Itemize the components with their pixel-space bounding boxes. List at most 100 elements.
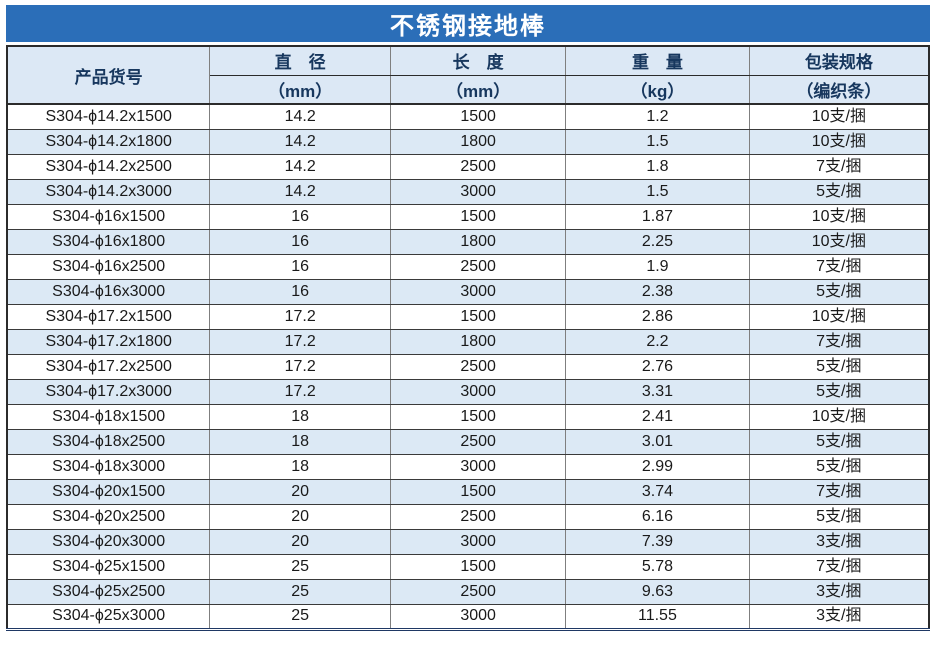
length-cell: 2500 <box>390 354 567 380</box>
length-cell: 3000 <box>390 454 567 480</box>
packing-cell: 5支/捆 <box>748 454 930 480</box>
length-cell: 2500 <box>390 429 567 455</box>
packing-cell: 10支/捆 <box>748 304 930 330</box>
length-cell: 3000 <box>390 279 567 305</box>
table-row: S304-ϕ14.2x3000 14.2 3000 1.5 5支/捆 <box>6 179 930 205</box>
table-row: S304-ϕ25x1500 25 1500 5.78 7支/捆 <box>6 554 930 580</box>
length-cell: 3000 <box>390 179 567 205</box>
diameter-cell: 17.2 <box>209 379 392 405</box>
product-code-cell: S304-ϕ16x3000 <box>6 279 211 305</box>
diameter-cell: 14.2 <box>209 179 392 205</box>
title-bar: 不锈钢接地棒 <box>6 5 930 42</box>
packing-cell: 7支/捆 <box>748 254 930 280</box>
weight-cell: 7.39 <box>565 529 750 555</box>
length-cell: 3000 <box>390 604 567 629</box>
column-unit-packing: （编织条） <box>748 75 930 105</box>
diameter-cell: 17.2 <box>209 354 392 380</box>
weight-cell: 3.31 <box>565 379 750 405</box>
diameter-cell: 18 <box>209 429 392 455</box>
length-cell: 2500 <box>390 504 567 530</box>
packing-cell: 10支/捆 <box>748 404 930 430</box>
title-table-gap <box>6 42 930 45</box>
product-code-cell: S304-ϕ14.2x3000 <box>6 179 211 205</box>
packing-cell: 10支/捆 <box>748 129 930 155</box>
product-code-cell: S304-ϕ14.2x1800 <box>6 129 211 155</box>
column-header-product-code: 产品货号 <box>6 46 211 105</box>
column-unit-diameter: （mm） <box>209 75 392 105</box>
weight-cell: 6.16 <box>565 504 750 530</box>
product-code-cell: S304-ϕ17.2x3000 <box>6 379 211 405</box>
weight-cell: 2.25 <box>565 229 750 255</box>
product-code-cell: S304-ϕ14.2x1500 <box>6 104 211 130</box>
table-body: S304-ϕ14.2x1500 14.2 1500 1.2 10支/捆 S304-ϕ14.… <box>6 104 930 629</box>
table-row: S304-ϕ17.2x1500 17.2 1500 2.86 10支/捆 <box>6 304 930 330</box>
table-row: S304-ϕ18x1500 18 1500 2.41 10支/捆 <box>6 404 930 430</box>
table-row: S304-ϕ16x3000 16 3000 2.38 5支/捆 <box>6 279 930 305</box>
table-row: S304-ϕ17.2x2500 17.2 2500 2.76 5支/捆 <box>6 354 930 380</box>
diameter-cell: 17.2 <box>209 304 392 330</box>
table-header: 产品货号 直 径 长 度 重 量 包装规格 （mm） （mm） （kg） （编织… <box>6 46 930 105</box>
diameter-cell: 25 <box>209 554 392 580</box>
product-code-cell: S304-ϕ18x3000 <box>6 454 211 480</box>
weight-cell: 1.2 <box>565 104 750 130</box>
packing-cell: 10支/捆 <box>748 104 930 130</box>
length-cell: 1500 <box>390 554 567 580</box>
table-row: S304-ϕ16x2500 16 2500 1.9 7支/捆 <box>6 254 930 280</box>
page-title: 不锈钢接地棒 <box>390 13 546 40</box>
product-code-cell: S304-ϕ17.2x1500 <box>6 304 211 330</box>
product-code-cell: S304-ϕ18x2500 <box>6 429 211 455</box>
packing-cell: 5支/捆 <box>748 379 930 405</box>
table-row: S304-ϕ14.2x1500 14.2 1500 1.2 10支/捆 <box>6 104 930 130</box>
product-code-cell: S304-ϕ17.2x1800 <box>6 329 211 355</box>
product-code-cell: S304-ϕ25x3000 <box>6 604 211 629</box>
weight-cell: 1.8 <box>565 154 750 180</box>
table-row: S304-ϕ17.2x3000 17.2 3000 3.31 5支/捆 <box>6 379 930 405</box>
diameter-cell: 20 <box>209 479 392 505</box>
diameter-cell: 16 <box>209 204 392 230</box>
diameter-cell: 25 <box>209 579 392 605</box>
weight-cell: 1.5 <box>565 129 750 155</box>
weight-cell: 3.74 <box>565 479 750 505</box>
table-row: S304-ϕ18x3000 18 3000 2.99 5支/捆 <box>6 454 930 480</box>
weight-cell: 1.87 <box>565 204 750 230</box>
length-cell: 1500 <box>390 304 567 330</box>
product-code-cell: S304-ϕ17.2x2500 <box>6 354 211 380</box>
table-row: S304-ϕ20x3000 20 3000 7.39 3支/捆 <box>6 529 930 555</box>
packing-cell: 3支/捆 <box>748 579 930 605</box>
column-header-packing: 包装规格 <box>748 46 930 76</box>
length-cell: 1500 <box>390 204 567 230</box>
packing-cell: 7支/捆 <box>748 154 930 180</box>
length-cell: 3000 <box>390 529 567 555</box>
weight-cell: 1.5 <box>565 179 750 205</box>
table-row: S304-ϕ20x2500 20 2500 6.16 5支/捆 <box>6 504 930 530</box>
weight-cell: 9.63 <box>565 579 750 605</box>
packing-cell: 7支/捆 <box>748 479 930 505</box>
length-cell: 2500 <box>390 254 567 280</box>
diameter-cell: 18 <box>209 404 392 430</box>
table-row: S304-ϕ25x3000 25 3000 11.55 3支/捆 <box>6 604 930 629</box>
diameter-cell: 14.2 <box>209 104 392 130</box>
weight-cell: 11.55 <box>565 604 750 629</box>
diameter-cell: 16 <box>209 279 392 305</box>
product-code-cell: S304-ϕ20x3000 <box>6 529 211 555</box>
length-cell: 2500 <box>390 579 567 605</box>
column-unit-weight: （kg） <box>565 75 750 105</box>
packing-cell: 7支/捆 <box>748 554 930 580</box>
length-cell: 2500 <box>390 154 567 180</box>
packing-cell: 5支/捆 <box>748 279 930 305</box>
packing-cell: 7支/捆 <box>748 329 930 355</box>
diameter-cell: 17.2 <box>209 329 392 355</box>
product-code-cell: S304-ϕ14.2x2500 <box>6 154 211 180</box>
weight-cell: 5.78 <box>565 554 750 580</box>
weight-cell: 2.76 <box>565 354 750 380</box>
product-code-cell: S304-ϕ20x1500 <box>6 479 211 505</box>
packing-cell: 5支/捆 <box>748 179 930 205</box>
weight-cell: 2.2 <box>565 329 750 355</box>
packing-cell: 10支/捆 <box>748 204 930 230</box>
product-code-cell: S304-ϕ25x1500 <box>6 554 211 580</box>
product-code-cell: S304-ϕ18x1500 <box>6 404 211 430</box>
table-row: S304-ϕ18x2500 18 2500 3.01 5支/捆 <box>6 429 930 455</box>
table-row: S304-ϕ20x1500 20 1500 3.74 7支/捆 <box>6 479 930 505</box>
product-code-cell: S304-ϕ25x2500 <box>6 579 211 605</box>
packing-cell: 5支/捆 <box>748 504 930 530</box>
